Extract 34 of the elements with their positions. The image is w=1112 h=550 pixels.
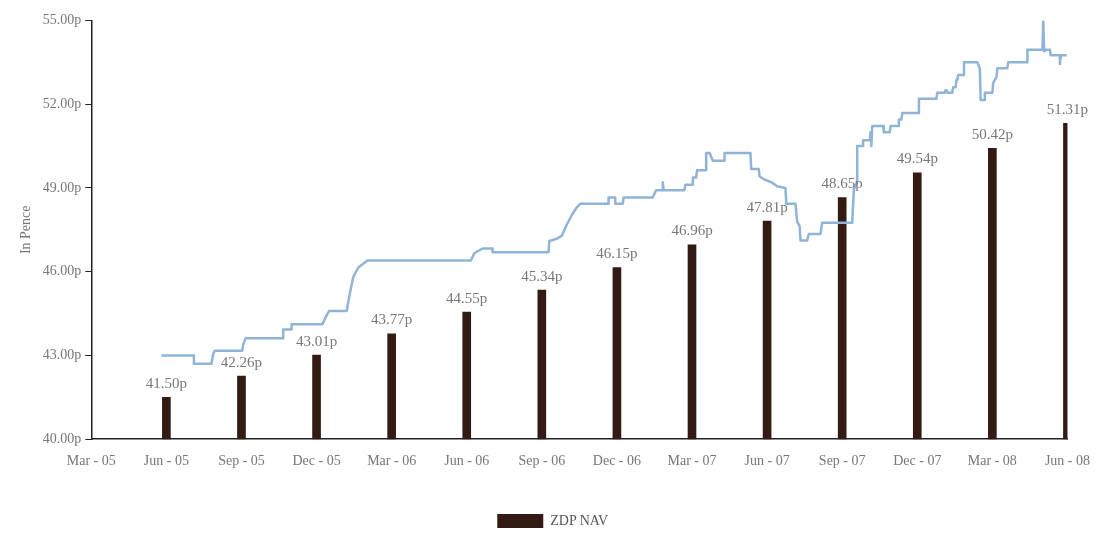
data-label: 46.96p [671,222,713,239]
data-label: 43.77p [371,311,413,328]
y-axis-title: In Pence [18,205,34,255]
data-label: 51.31p [1046,100,1089,117]
y-tick-label: 40.00p [42,430,82,446]
x-tick-label: Sep - 06 [518,453,566,469]
data-label: 49.54p [896,150,938,167]
x-tick-label: Mar - 07 [667,453,717,469]
x-tick-label: Dec - 05 [292,453,341,469]
y-tick-label: 55.00p [42,12,82,28]
x-tick-label: Mar - 05 [66,453,116,469]
y-tick-label: 49.00p [42,179,82,195]
data-label: 44.55p [446,289,488,306]
legend-label: ZDP NAV [550,512,609,528]
data-label: 46.15p [596,244,638,261]
data-label: 47.81p [746,198,788,215]
x-tick-label: Dec - 07 [893,453,942,469]
x-tick-label: Jun - 05 [143,453,189,469]
y-tick-label: 52.00p [42,95,82,111]
data-label: 45.34p [521,267,563,284]
data-label: 43.01p [295,332,338,349]
y-tick-label: 46.00p [42,263,82,279]
x-tick-label: Jun - 07 [744,453,790,469]
x-tick-label: Mar - 08 [967,453,1017,469]
x-tick-label: Sep - 07 [818,453,866,469]
data-label: 41.50p [145,374,188,391]
data-label: 50.42p [971,125,1013,142]
x-tick-label: Sep - 05 [218,453,265,469]
x-tick-label: Jun - 06 [444,453,490,469]
data-label: 42.26p [220,353,263,370]
x-tick-label: Jun - 08 [1044,453,1091,469]
y-tick-label: 43.00p [42,347,82,363]
x-tick-label: Dec - 06 [592,453,642,469]
x-tick-label: Mar - 06 [367,453,417,469]
